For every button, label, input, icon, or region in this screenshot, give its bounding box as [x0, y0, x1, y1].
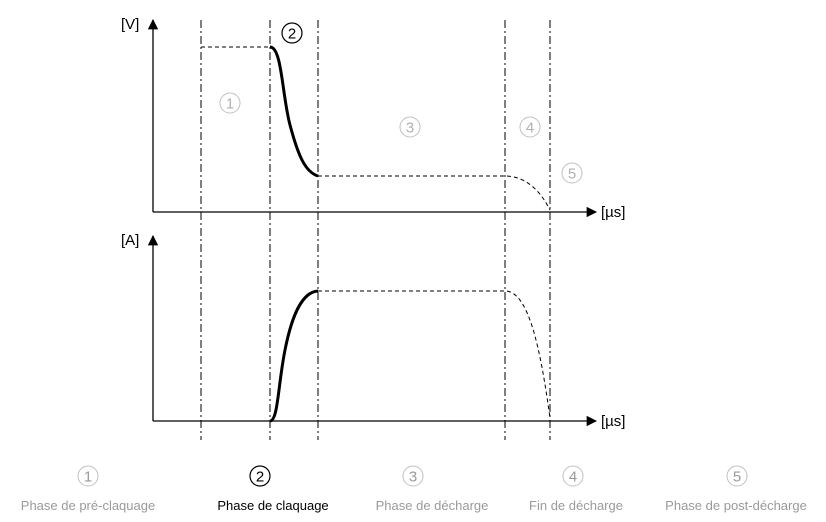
- voltage-plot: [V] [µs]: [121, 16, 625, 221]
- phase-legend-circles: 1 2 3 4 5: [77, 465, 748, 487]
- phase-label-3: Phase de décharge: [375, 498, 489, 513]
- plot-marker-4: 4: [519, 116, 541, 138]
- phase-legend-circle-5: 5: [726, 465, 748, 487]
- phase-label-5: Phase de post-décharge: [665, 498, 807, 513]
- phase-legend-circle-1: 1: [77, 465, 99, 487]
- current-x-axis-label: [µs]: [601, 413, 625, 430]
- current-plot: [A] [µs]: [121, 232, 625, 430]
- voltage-y-axis-label: [V]: [121, 16, 139, 33]
- voltage-discharge-segment: [318, 175, 551, 211]
- current-y-axis-label: [A]: [121, 232, 139, 249]
- svg-text:2: 2: [256, 469, 264, 486]
- phase-separators: [200, 20, 551, 440]
- voltage-breakdown-curve: [269, 45, 319, 178]
- phase-legend-circle-3: 3: [402, 465, 424, 487]
- phase-legend-circle-4: 4: [562, 465, 584, 487]
- phase-label-4: Fin de décharge: [529, 498, 623, 513]
- phase-legend-circle-2: 2: [249, 465, 271, 487]
- plot-marker-3: 3: [399, 116, 421, 138]
- svg-text:5: 5: [568, 166, 576, 183]
- voltage-x-axis-label: [µs]: [601, 204, 625, 221]
- svg-text:4: 4: [569, 469, 577, 486]
- svg-text:1: 1: [84, 469, 92, 486]
- plot-marker-5: 5: [561, 162, 583, 184]
- svg-text:2: 2: [288, 26, 296, 43]
- svg-text:1: 1: [226, 96, 234, 113]
- plot-marker-2: 2: [281, 22, 303, 44]
- svg-text:4: 4: [526, 120, 534, 137]
- plot-marker-1: 1: [219, 92, 241, 114]
- current-discharge-segment: [318, 290, 551, 419]
- svg-text:5: 5: [733, 469, 741, 486]
- phase-label-2: Phase de claquage: [217, 498, 329, 513]
- phase-label-1: Phase de pré-claquage: [20, 498, 156, 513]
- svg-text:3: 3: [409, 469, 417, 486]
- plot-markers: 1 2 3 4 5: [219, 22, 583, 184]
- current-rise-curve: [269, 289, 319, 423]
- svg-text:3: 3: [406, 120, 414, 137]
